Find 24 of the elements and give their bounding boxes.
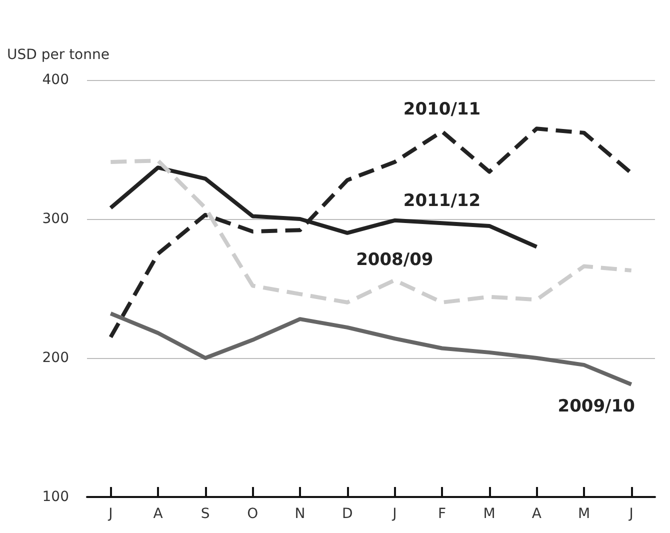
x-tick-label: N [294,506,306,522]
series-label: 2011/12 [403,191,481,212]
line-series [108,158,634,304]
x-tick-label: J [628,506,634,522]
x-tick-label: A [532,506,542,522]
series-label: 2009/10 [558,396,636,416]
x-tick-label: J [108,506,113,522]
x-tick-label: S [200,506,210,522]
line-series [108,312,634,386]
x-tick-label: A [153,506,164,522]
y-tick-label: 200 [42,350,69,366]
y-tick-label: 100 [42,489,69,505]
x-tick-label: M [578,506,590,522]
y-tick-label: 400 [42,72,69,88]
series-label: 2008/09 [356,250,434,270]
line-series [108,126,634,340]
y-tick-label: 300 [42,211,69,227]
series-label: 2010/11 [403,99,481,120]
x-tick-label: F [438,506,446,522]
x-tick-label: M [483,506,496,522]
x-tick-label: D [342,506,353,522]
x-tick-label: J [392,506,397,522]
x-tick-label: O [247,506,258,522]
y-axis-title: USD per tonne [7,47,110,63]
